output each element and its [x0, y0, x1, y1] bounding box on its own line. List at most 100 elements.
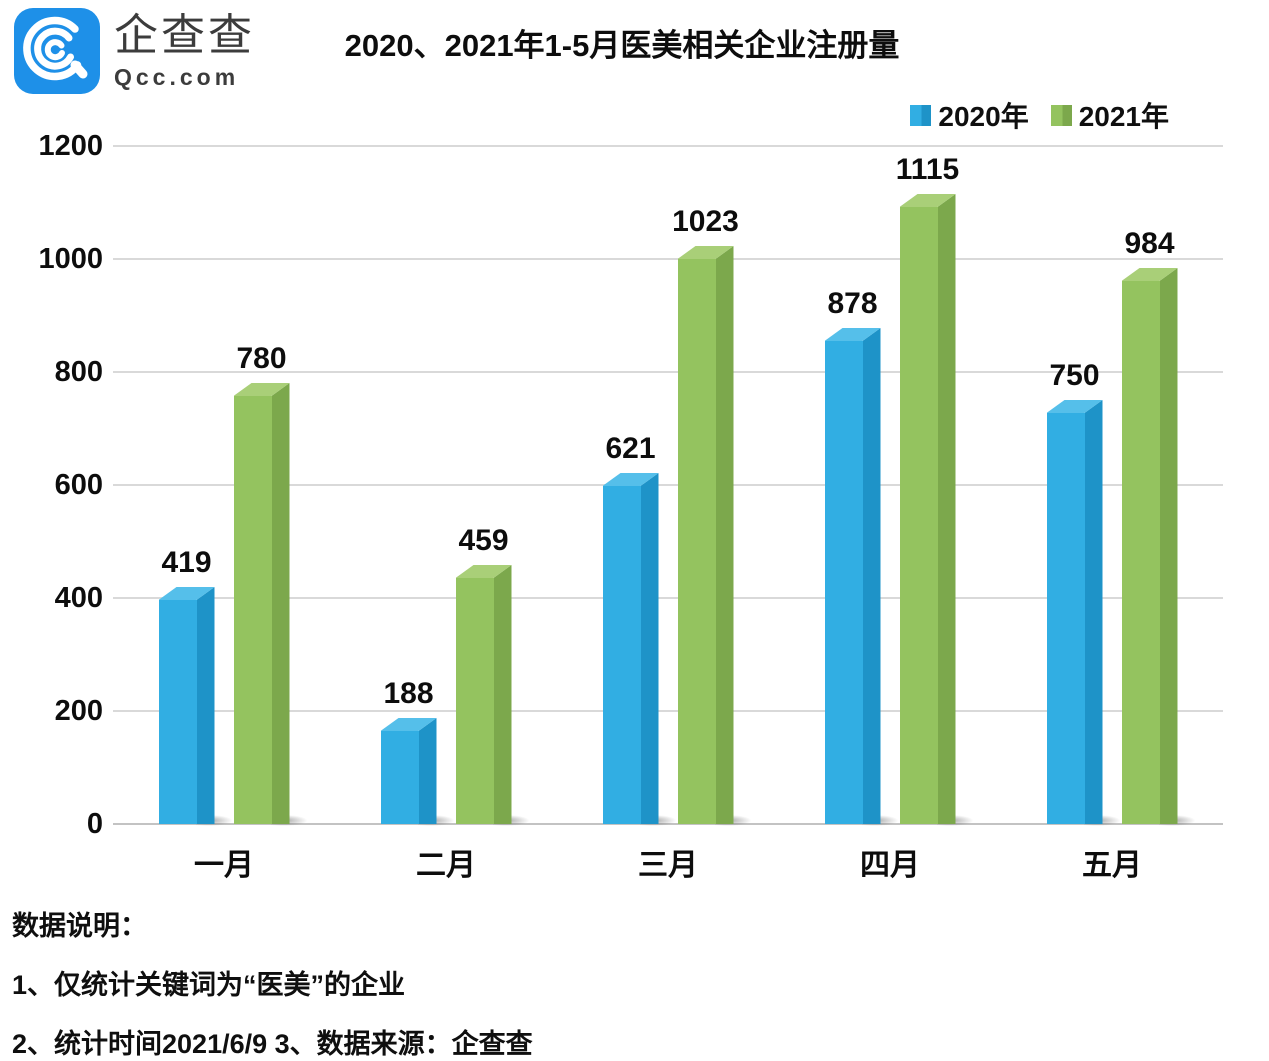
bar-value-label: 878	[827, 287, 878, 320]
bar-3d	[1046, 400, 1120, 826]
x-axis: 一月 二月 三月 四月 五月	[113, 824, 1223, 884]
bar-group: 878 1115	[824, 155, 973, 826]
bar-value-label: 621	[605, 432, 656, 465]
face-front	[824, 341, 863, 824]
qcc-logo-icon	[14, 8, 100, 94]
face-top	[678, 246, 734, 259]
notes: 数据说明： 1、仅统计关键词为“医美”的企业 2、统计时间2021/6/9 3、…	[0, 884, 1269, 1061]
face-top	[1122, 268, 1178, 281]
face-side	[715, 246, 734, 824]
brand: 企查查 Qcc.com	[14, 8, 1269, 94]
bar-2020年-四月: 878	[824, 289, 898, 826]
face-side	[640, 473, 659, 824]
bar-2021年-五月: 984	[1121, 229, 1195, 826]
bar-groups: 419 780 188 459 621 1023 878 1115 750 984	[113, 146, 1223, 826]
bar-group: 419 780	[158, 344, 307, 826]
face-top	[900, 194, 956, 207]
face-top	[603, 473, 659, 486]
y-tick-label: 800	[54, 356, 103, 388]
face-front	[1121, 281, 1160, 824]
bar-2020年-三月: 621	[602, 434, 676, 826]
chart-title: 2020、2021年1-5月医美相关企业注册量	[344, 28, 900, 63]
face-top	[1047, 400, 1103, 413]
face-side	[937, 194, 956, 824]
face-front	[899, 207, 938, 824]
bar-3d	[1121, 268, 1195, 826]
y-tick-label: 200	[54, 695, 103, 727]
brand-text: 企查查 Qcc.com	[114, 11, 255, 91]
bar-group: 621 1023	[602, 207, 751, 826]
x-tick-label: 四月	[860, 849, 920, 882]
gridline	[113, 258, 1223, 260]
brand-domain: Qcc.com	[114, 63, 240, 90]
bar-3d	[677, 246, 751, 826]
face-front	[1046, 413, 1085, 824]
face-top	[159, 587, 215, 600]
header: 企查查 Qcc.com 2020、2021年1-5月医美相关企业注册量	[0, 0, 1269, 96]
bar-3d	[824, 328, 898, 826]
legend-label: 2021年	[1078, 101, 1169, 132]
bar-2021年-二月: 459	[455, 526, 529, 826]
bar-2021年-一月: 780	[233, 344, 307, 826]
face-top	[234, 383, 290, 396]
bar-value-label: 750	[1049, 359, 1100, 392]
y-tick-label: 1000	[38, 243, 103, 275]
bar-value-label: 188	[383, 677, 434, 710]
bar-2021年-四月: 1115	[896, 155, 973, 826]
y-tick-label: 0	[86, 808, 103, 840]
bar-chart: 0 200 400 600 800 1000 1200 419 780 188 459 621 102…	[0, 131, 1269, 839]
x-tick-label: 五月	[1082, 849, 1142, 882]
gridline	[113, 484, 1223, 486]
legend-swatch	[910, 104, 932, 126]
bar-3d	[380, 718, 454, 826]
face-side	[196, 587, 215, 824]
brand-name: 企查查	[114, 11, 255, 61]
x-tick-label: 三月	[638, 849, 698, 882]
bar-value-label: 1115	[895, 153, 960, 186]
note-line-2: 2、统计时间2021/6/9 3、数据来源：企查查	[12, 1029, 533, 1059]
bar-group: 750 984	[1046, 229, 1195, 826]
note-line-1: 1、仅统计关键词为“医美”的企业	[12, 970, 406, 1000]
face-side	[418, 718, 437, 824]
gridline	[113, 371, 1223, 373]
bar-3d	[602, 473, 676, 826]
face-top	[381, 718, 437, 731]
bar-value-label: 984	[1124, 227, 1175, 260]
gridline	[113, 145, 1223, 148]
bar-3d	[158, 587, 232, 826]
x-tick-label: 二月	[416, 849, 476, 882]
x-tick-label: 一月	[194, 849, 254, 882]
face-side	[493, 565, 512, 824]
y-tick-label: 1200	[38, 130, 103, 162]
gridline	[113, 597, 1223, 599]
bar-group: 188 459	[380, 526, 529, 826]
face-front	[602, 486, 641, 824]
legend-swatch	[1050, 104, 1072, 126]
face-front	[455, 578, 494, 824]
bar-value-label: 419	[161, 546, 212, 579]
face-top	[825, 328, 881, 341]
gridline	[113, 823, 1223, 825]
bar-value-label: 459	[458, 524, 509, 557]
y-tick-label: 400	[54, 582, 103, 614]
face-side	[1159, 268, 1178, 824]
legend-item-2020: 2020年	[910, 95, 1029, 135]
bar-3d	[455, 565, 529, 826]
notes-heading: 数据说明：	[12, 911, 147, 941]
bar-2020年-五月: 750	[1046, 361, 1120, 826]
legend: 2020年 2021年	[0, 98, 1269, 132]
y-tick-label: 600	[54, 469, 103, 501]
bar-3d	[899, 194, 973, 826]
face-side	[1084, 400, 1103, 824]
face-front	[158, 600, 197, 824]
bar-2021年-三月: 1023	[672, 207, 751, 826]
bar-2020年-一月: 419	[158, 548, 232, 826]
face-top	[456, 565, 512, 578]
legend-item-2021: 2021年	[1050, 95, 1169, 135]
face-side	[271, 383, 290, 824]
bar-value-label: 1023	[672, 205, 739, 238]
face-front	[677, 259, 716, 824]
plot-area: 419 780 188 459 621 1023 878 1115 750 984	[113, 145, 1223, 826]
face-side	[862, 328, 881, 824]
gridline	[113, 710, 1223, 712]
